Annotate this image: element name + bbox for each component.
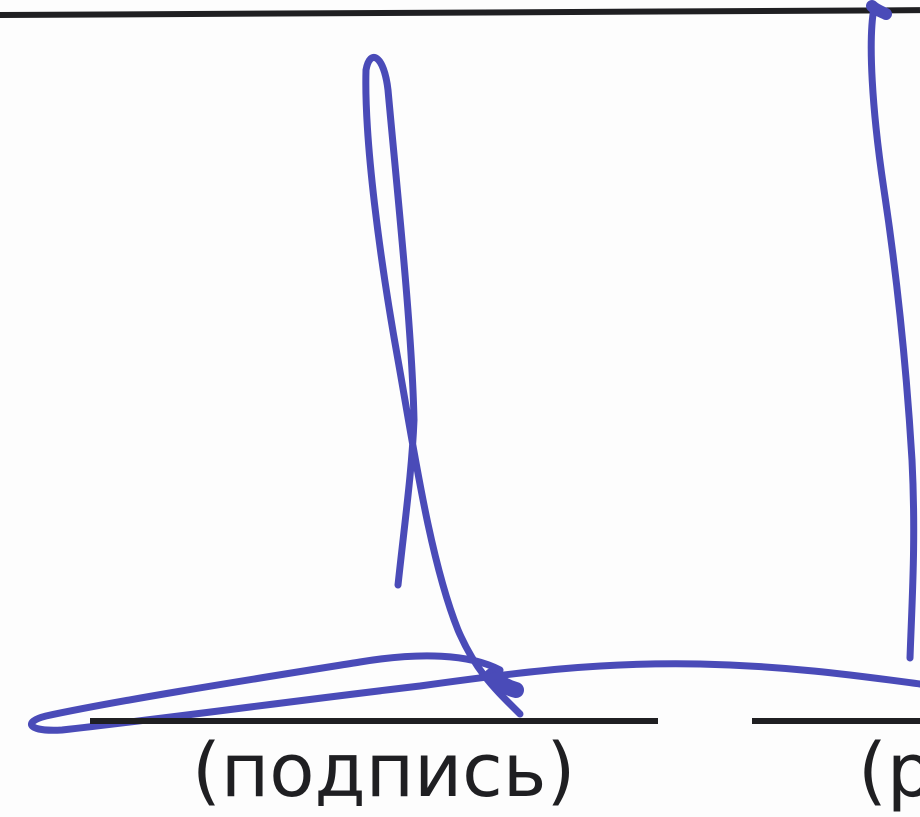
name-caption-partial: (р (858, 728, 920, 814)
signature-stroke-loop (362, 54, 524, 718)
signature-stroke-right-dot (866, 0, 892, 20)
signature-stroke-right (867, 4, 918, 662)
name-line (752, 718, 920, 724)
signature-line (90, 718, 658, 724)
signature-caption: (подпись) (192, 728, 576, 814)
